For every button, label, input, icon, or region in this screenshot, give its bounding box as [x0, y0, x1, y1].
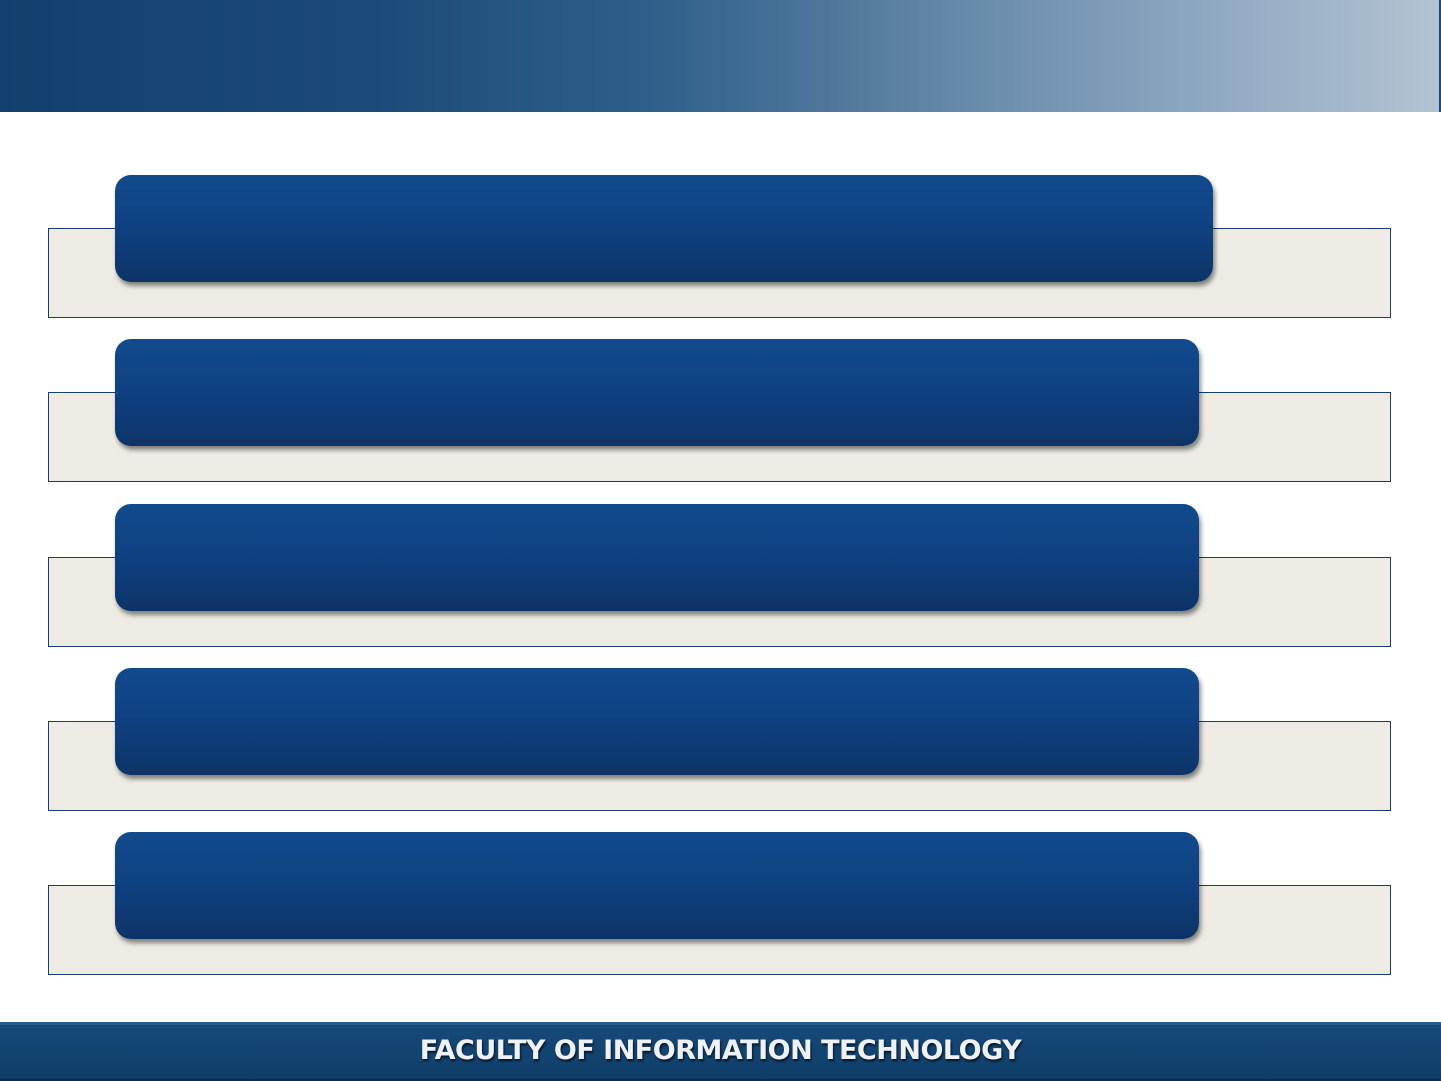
heading-box[interactable]: [115, 832, 1199, 939]
heading-text: [145, 832, 1169, 939]
heading-box[interactable]: [115, 175, 1213, 282]
heading-box[interactable]: [115, 504, 1199, 611]
list-item: [0, 832, 1441, 978]
heading-text: [145, 339, 1169, 446]
list-item: [0, 504, 1441, 650]
footer-divider: [0, 1079, 1441, 1081]
list-item: [0, 175, 1441, 321]
heading-box[interactable]: [115, 668, 1199, 775]
heading-text: [145, 504, 1169, 611]
footer-label: FACULTY OF INFORMATION TECHNOLOGY: [419, 1035, 1022, 1066]
list-item: [0, 668, 1441, 814]
footer-banner: FACULTY OF INFORMATION TECHNOLOGY: [0, 1022, 1441, 1081]
heading-text: [145, 175, 1183, 282]
header-banner: [0, 0, 1441, 112]
heading-text: [145, 668, 1169, 775]
list-item: [0, 339, 1441, 485]
heading-box[interactable]: [115, 339, 1199, 446]
